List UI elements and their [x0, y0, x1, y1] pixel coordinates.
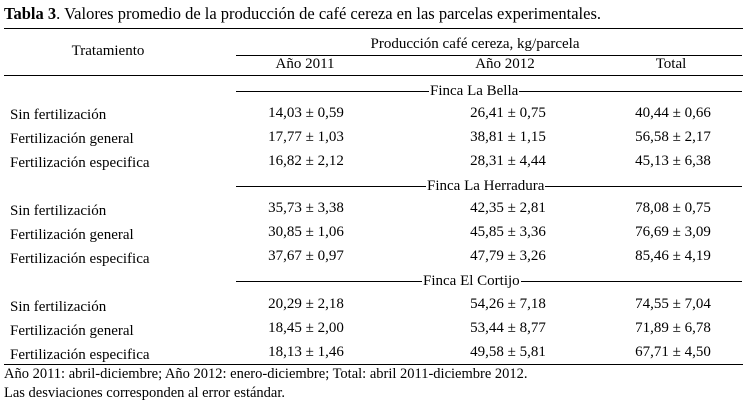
section-divider: Finca La Bella [236, 82, 742, 100]
section-title: Finca La Bella [429, 82, 520, 100]
row-value-total: 85,46 ± 4,19 [635, 248, 711, 264]
row-value-2012: 28,31 ± 4,44 [470, 153, 546, 169]
row-value-2012: 38,81 ± 1,15 [470, 129, 546, 145]
bottom-rule [4, 364, 743, 365]
row-value-2011: 30,85 ± 1,06 [268, 224, 344, 240]
row-value-total: 71,89 ± 6,78 [635, 320, 711, 336]
row-value-total: 76,69 ± 3,09 [635, 224, 711, 240]
row-treatment: Sin fertilización [10, 107, 107, 123]
header-group-rule [236, 55, 742, 56]
section-title: Finca El Cortijo [422, 272, 521, 290]
row-value-2012: 49,58 ± 5,81 [470, 344, 546, 360]
row-value-total: 74,55 ± 7,04 [635, 296, 711, 312]
top-rule [4, 28, 743, 29]
row-value-total: 56,58 ± 2,17 [635, 129, 711, 145]
row-treatment: Sin fertilización [10, 299, 107, 315]
row-value-total: 67,71 ± 4,50 [635, 344, 711, 360]
header-col-2011: Año 2011 [275, 56, 335, 72]
section-title: Finca La Herradura [426, 177, 546, 195]
row-value-2011: 18,13 ± 1,46 [268, 344, 344, 360]
header-rule [4, 75, 743, 76]
row-value-total: 45,13 ± 6,38 [635, 153, 711, 169]
header-col-2012: Año 2012 [475, 56, 535, 72]
row-value-2011: 37,67 ± 0,97 [268, 248, 344, 264]
table-caption: Tabla 3. Valores promedio de la producci… [4, 4, 601, 24]
row-value-2011: 17,77 ± 1,03 [268, 129, 344, 145]
row-value-total: 40,44 ± 0,66 [635, 105, 711, 121]
header-col-total: Total [655, 56, 687, 72]
table-caption-text: . Valores promedio de la producción de c… [56, 4, 601, 23]
row-treatment: Fertilización especifica [10, 251, 150, 267]
row-value-2012: 45,85 ± 3,36 [470, 224, 546, 240]
row-treatment: Fertilización general [10, 227, 134, 243]
table-note: Las desviaciones corresponden al error e… [4, 385, 286, 401]
row-value-2011: 18,45 ± 2,00 [268, 320, 344, 336]
header-group: Producción café cereza, kg/parcela [370, 36, 580, 52]
row-value-2011: 16,82 ± 2,12 [268, 153, 344, 169]
section-divider: Finca La Herradura [236, 177, 742, 195]
row-value-2012: 53,44 ± 8,77 [470, 320, 546, 336]
row-value-2012: 26,41 ± 0,75 [470, 105, 546, 121]
row-treatment: Fertilización especifica [10, 347, 150, 363]
header-tratamiento: Tratamiento [71, 43, 145, 59]
table-caption-label: Tabla 3 [4, 4, 57, 23]
row-value-total: 78,08 ± 0,75 [635, 200, 711, 216]
row-treatment: Fertilización general [10, 323, 134, 339]
row-value-2011: 35,73 ± 3,38 [268, 200, 344, 216]
row-value-2012: 47,79 ± 3,26 [470, 248, 546, 264]
table-note: Año 2011: abril-diciembre; Año 2012: ene… [4, 366, 528, 382]
row-value-2011: 14,03 ± 0,59 [268, 105, 344, 121]
row-value-2011: 20,29 ± 2,18 [268, 296, 344, 312]
row-treatment: Fertilización general [10, 131, 134, 147]
section-divider: Finca El Cortijo [236, 272, 742, 290]
row-treatment: Sin fertilización [10, 203, 107, 219]
row-value-2012: 42,35 ± 2,81 [470, 200, 546, 216]
row-value-2012: 54,26 ± 7,18 [470, 296, 546, 312]
row-treatment: Fertilización especifica [10, 155, 150, 171]
